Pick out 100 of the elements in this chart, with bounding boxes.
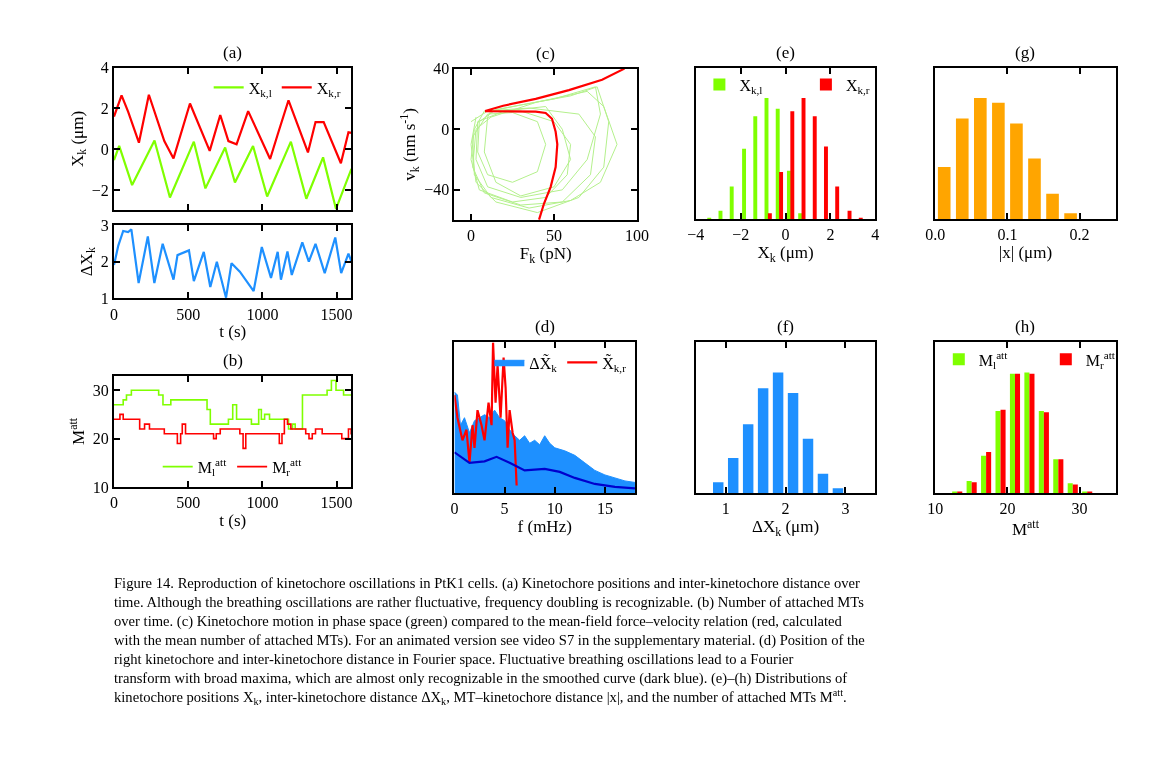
- bar: [753, 116, 758, 220]
- bar: [974, 97, 987, 220]
- bar: [1067, 483, 1073, 493]
- x-tick-label: 10: [927, 500, 944, 518]
- bar: [742, 424, 754, 493]
- y-tick-label: 2: [100, 100, 109, 118]
- x-tick-label: 30: [1071, 500, 1088, 518]
- bar: [787, 392, 799, 493]
- y-tick-label: 0: [100, 140, 109, 158]
- x-tick-label: 0.2: [1069, 226, 1090, 244]
- bar: [1043, 412, 1049, 493]
- bar: [1014, 373, 1021, 493]
- x-tick-label: 0: [467, 227, 476, 245]
- chart-title: (c): [536, 44, 555, 63]
- legend-label: X$_{k,l}$: [739, 76, 763, 97]
- y-tick-label: 40: [433, 60, 450, 78]
- bar: [981, 455, 987, 493]
- x-tick-label: 50: [545, 227, 562, 245]
- bar: [790, 111, 795, 220]
- x-tick-label: 20: [999, 500, 1016, 518]
- bar: [995, 411, 1001, 493]
- bar: [727, 458, 739, 493]
- legend-label: X$_{k,r}$: [845, 76, 870, 97]
- bar: [1029, 373, 1035, 493]
- bar: [1053, 459, 1059, 493]
- x-tick-label: −2: [732, 226, 750, 244]
- bar: [1000, 409, 1006, 493]
- x-tick-label: 500: [176, 305, 201, 323]
- legend-label: X̃$_{k,r}$: [602, 354, 627, 374]
- chart-title: (a): [223, 43, 242, 62]
- x-axis-title: f (mHz): [517, 517, 572, 537]
- x-tick-label: 100: [624, 227, 649, 245]
- bar: [1064, 213, 1077, 220]
- bar: [1009, 373, 1015, 493]
- y-tick-label: −2: [91, 181, 109, 199]
- bar: [802, 438, 814, 493]
- bar: [729, 186, 734, 220]
- bar: [772, 372, 784, 493]
- bar: [971, 482, 977, 493]
- bar: [824, 146, 828, 220]
- chart-title: (e): [776, 43, 795, 62]
- bar: [1046, 193, 1059, 220]
- y-tick-label: 0: [441, 120, 450, 138]
- x-tick-label: 0.0: [925, 226, 946, 244]
- bar: [835, 186, 840, 220]
- x-tick-label: 5: [500, 500, 509, 518]
- bar: [742, 148, 747, 220]
- y-tick-label: 10: [92, 478, 109, 496]
- chart-title: (g): [1015, 43, 1035, 62]
- x-axis-title: ΔX$_{k}$ (μm): [752, 517, 820, 539]
- bar: [966, 480, 972, 493]
- x-tick-label: 0: [781, 226, 790, 244]
- chart-title: (b): [223, 351, 243, 370]
- y-tick-label: 2: [100, 253, 109, 271]
- bar: [986, 452, 992, 493]
- bar: [713, 482, 724, 493]
- bar: [775, 108, 780, 220]
- x-tick-label: 1000: [246, 305, 279, 323]
- chart-title: (d): [535, 317, 555, 336]
- y-tick-label: −40: [424, 181, 450, 199]
- bar: [1038, 411, 1044, 493]
- x-tick-label: 3: [841, 500, 850, 518]
- x-axis-title: F$_{k}$ (pN): [519, 244, 572, 266]
- bar: [955, 118, 969, 220]
- x-tick-label: 15: [596, 500, 613, 518]
- bar: [992, 102, 1005, 220]
- x-tick-label: 2: [781, 500, 790, 518]
- x-tick-label: 1500: [320, 305, 353, 323]
- chart-title: (f): [777, 317, 794, 336]
- bar: [1072, 484, 1078, 493]
- x-axis-title: X$_{k}$ (μm): [757, 243, 814, 265]
- x-tick-label: −4: [687, 226, 705, 244]
- x-tick-label: 500: [176, 494, 201, 512]
- bar: [1028, 158, 1041, 220]
- x-axis-title: M$^{att}$: [1011, 517, 1040, 540]
- bar: [817, 473, 829, 493]
- line-series: [470, 86, 618, 214]
- y-tick-label: 30: [92, 381, 109, 399]
- legend-label: X$_{k,r}$: [316, 79, 341, 99]
- x-tick-label: 1000: [246, 494, 279, 512]
- line-series: [114, 228, 352, 299]
- bar: [767, 213, 772, 220]
- line-series: [484, 68, 626, 221]
- y-tick-label: 4: [100, 59, 109, 77]
- bar: [757, 388, 769, 493]
- x-axis-title: t (s): [219, 511, 247, 531]
- bar: [1024, 372, 1030, 493]
- x-tick-label: 1: [721, 500, 730, 518]
- bar: [937, 167, 951, 220]
- x-tick-label: 1500: [320, 494, 353, 512]
- bar: [812, 116, 817, 220]
- bar: [779, 171, 784, 220]
- y-tick-label: 1: [100, 290, 109, 307]
- chart-title: (h): [1015, 317, 1035, 336]
- legend-label: ΔX̃$_{k}$: [529, 354, 558, 374]
- x-axis-title: t (s): [219, 322, 247, 342]
- x-tick-label: 2: [826, 226, 835, 244]
- legend-label: X$_{k,l}$: [248, 79, 272, 99]
- bar: [1058, 459, 1064, 493]
- line-series: [114, 139, 352, 211]
